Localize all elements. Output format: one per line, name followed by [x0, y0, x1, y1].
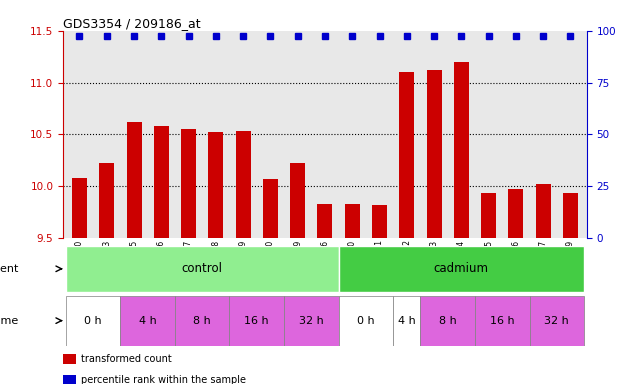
Text: 0 h: 0 h — [85, 316, 102, 326]
Bar — [208, 132, 223, 238]
Bar — [563, 194, 578, 238]
Text: 32 h: 32 h — [545, 316, 569, 326]
Bar — [290, 164, 305, 238]
Text: 8 h: 8 h — [439, 316, 457, 326]
Text: time: time — [0, 316, 18, 326]
Bar — [427, 70, 442, 238]
Bar — [127, 122, 141, 238]
Bar — [420, 296, 475, 346]
Bar — [175, 296, 230, 346]
Text: 16 h: 16 h — [244, 316, 269, 326]
Bar — [339, 296, 393, 346]
Bar — [154, 126, 169, 238]
Text: 8 h: 8 h — [193, 316, 211, 326]
Text: percentile rank within the sample: percentile rank within the sample — [81, 375, 247, 384]
Bar — [536, 184, 551, 238]
Bar — [339, 246, 584, 292]
Bar — [263, 179, 278, 238]
Text: 16 h: 16 h — [490, 316, 515, 326]
Text: cadmium: cadmium — [434, 262, 489, 275]
Bar — [345, 204, 360, 238]
Bar — [481, 194, 496, 238]
Bar — [99, 164, 114, 238]
Bar — [235, 131, 251, 238]
Text: 4 h: 4 h — [139, 316, 156, 326]
Bar — [121, 296, 175, 346]
Bar — [181, 129, 196, 238]
Bar — [63, 375, 76, 384]
Bar — [63, 354, 76, 364]
Bar — [317, 204, 333, 238]
Bar — [454, 62, 469, 238]
Bar — [66, 296, 121, 346]
Text: 4 h: 4 h — [398, 316, 416, 326]
Text: 32 h: 32 h — [299, 316, 324, 326]
Bar — [393, 296, 420, 346]
Bar — [284, 296, 339, 346]
Bar — [509, 189, 523, 238]
Text: GDS3354 / 209186_at: GDS3354 / 209186_at — [63, 17, 201, 30]
Bar — [66, 246, 339, 292]
Text: transformed count: transformed count — [81, 354, 172, 364]
Text: control: control — [182, 262, 223, 275]
Text: 0 h: 0 h — [357, 316, 375, 326]
Bar — [372, 205, 387, 238]
Bar — [230, 296, 284, 346]
Bar — [72, 178, 87, 238]
Bar — [529, 296, 584, 346]
Bar — [475, 296, 529, 346]
Text: agent: agent — [0, 264, 18, 274]
Bar — [399, 72, 415, 238]
